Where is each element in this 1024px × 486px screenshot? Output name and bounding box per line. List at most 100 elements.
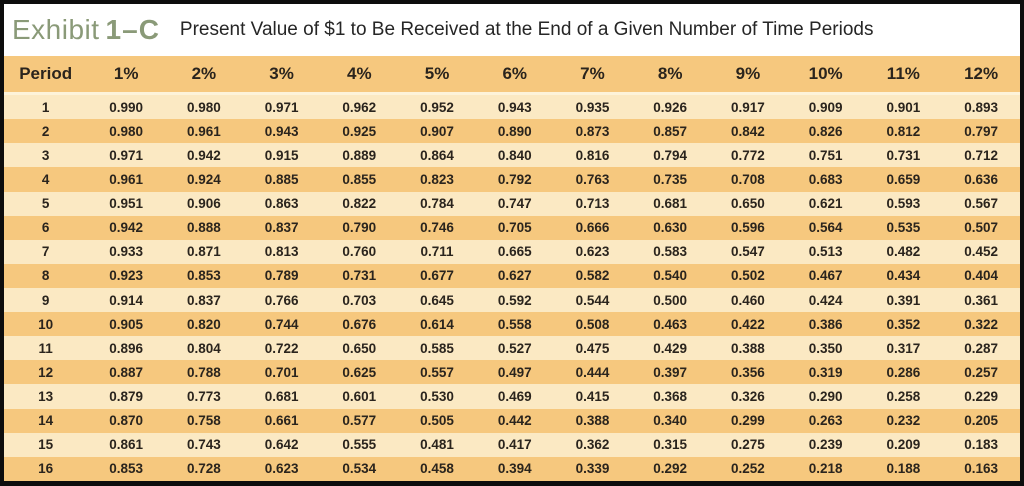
- pv-factor-cell: 0.772: [709, 143, 787, 168]
- table-row-period-6: 6 0.942 0.888 0.837 0.790 0.746 0.705 0.666 0.63…: [4, 215, 1020, 240]
- pv-factor-cell: 0.905: [87, 312, 166, 337]
- pv-factor-cell: 0.481: [398, 432, 476, 457]
- table-row-period-11: 11 0.896 0.804 0.722 0.650 0.585 0.527 0.475 0.4…: [4, 336, 1020, 361]
- table-row-period-13: 13 0.879 0.773 0.681 0.601 0.530 0.469 0.415 0.3…: [4, 384, 1020, 409]
- pv-factor-cell: 0.751: [786, 143, 865, 168]
- pv-factor-cell: 0.386: [786, 312, 865, 337]
- pv-factor-cell: 0.681: [631, 191, 710, 216]
- pv-factor-cell: 0.812: [864, 119, 943, 144]
- pv-factor-cell: 0.350: [786, 336, 865, 361]
- pv-factor-cell: 0.508: [553, 312, 632, 337]
- pv-factor-cell: 0.429: [631, 336, 710, 361]
- pv-factor-cell: 0.887: [87, 360, 166, 385]
- pv-factor-cell: 0.683: [786, 167, 865, 192]
- pv-factor-cell: 0.823: [398, 167, 476, 192]
- pv-factor-cell: 0.773: [165, 384, 243, 409]
- pv-factor-cell: 0.915: [242, 143, 321, 168]
- pv-factor-cell: 0.547: [709, 239, 787, 264]
- pv-factor-cell: 0.340: [631, 408, 710, 433]
- pv-factor-cell: 0.871: [165, 239, 243, 264]
- pv-factor-cell: 0.961: [87, 167, 166, 192]
- column-header-rate-6pct: 6%: [475, 56, 554, 95]
- pv-factor-cell: 0.677: [398, 263, 476, 288]
- pv-factor-cell: 0.209: [864, 432, 943, 457]
- pv-factor-cell: 0.362: [553, 432, 632, 457]
- pv-factor-cell: 0.505: [398, 408, 476, 433]
- pv-factor-cell: 0.422: [709, 312, 787, 337]
- pv-factor-cell: 0.907: [398, 119, 476, 144]
- table-row-period-9: 9 0.914 0.837 0.766 0.703 0.645 0.592 0.544 0.50…: [4, 287, 1020, 313]
- exhibit-word: Exhibit: [12, 14, 100, 45]
- table-row-period-1: 1 0.990 0.980 0.971 0.962 0.952 0.943 0.935 0.92…: [4, 93, 1020, 120]
- column-header-rate-3pct: 3%: [242, 56, 321, 95]
- present-value-table: Period 1% 2% 3% 4% 5% 6% 7% 8% 9% 10% 11% 12% 1 0.990…: [4, 56, 1020, 481]
- table-row-period-12: 12 0.887 0.788 0.701 0.625 0.557 0.497 0.444 0.3…: [4, 360, 1020, 385]
- pv-factor-cell: 0.893: [942, 93, 1020, 120]
- pv-factor-cell: 0.404: [942, 263, 1020, 288]
- pv-factor-cell: 0.933: [87, 239, 166, 264]
- pv-factor-cell: 0.855: [320, 167, 399, 192]
- pv-factor-cell: 0.711: [398, 239, 476, 264]
- pv-factor-cell: 0.943: [475, 93, 554, 120]
- pv-factor-cell: 0.482: [864, 239, 943, 264]
- pv-factor-cell: 0.527: [475, 336, 554, 361]
- period-cell: 7: [4, 239, 88, 264]
- pv-factor-cell: 0.642: [242, 432, 321, 457]
- pv-factor-cell: 0.252: [709, 456, 787, 481]
- pv-factor-cell: 0.286: [864, 360, 943, 385]
- period-cell: 3: [4, 143, 88, 168]
- pv-factor-cell: 0.424: [786, 287, 865, 313]
- period-cell: 4: [4, 167, 88, 192]
- pv-factor-cell: 0.665: [475, 239, 554, 264]
- pv-factor-cell: 0.840: [475, 143, 554, 168]
- pv-factor-cell: 0.890: [475, 119, 554, 144]
- table-row-period-7: 7 0.933 0.871 0.813 0.760 0.711 0.665 0.623 0.58…: [4, 239, 1020, 264]
- pv-factor-cell: 0.452: [942, 239, 1020, 264]
- column-header-rate-12pct: 12%: [942, 56, 1020, 95]
- pv-factor-cell: 0.804: [165, 336, 243, 361]
- table-row-period-10: 10 0.905 0.820 0.744 0.676 0.614 0.558 0.508 0.4…: [4, 312, 1020, 337]
- pv-factor-cell: 0.567: [942, 191, 1020, 216]
- pv-factor-cell: 0.857: [631, 119, 710, 144]
- pv-factor-cell: 0.797: [942, 119, 1020, 144]
- pv-factor-cell: 0.708: [709, 167, 787, 192]
- pv-factor-cell: 0.784: [398, 191, 476, 216]
- pv-factor-cell: 0.625: [320, 360, 399, 385]
- pv-factor-cell: 0.458: [398, 456, 476, 481]
- column-header-rate-7pct: 7%: [553, 56, 632, 95]
- pv-factor-cell: 0.942: [87, 215, 166, 240]
- pv-factor-cell: 0.971: [242, 93, 321, 120]
- pv-factor-cell: 0.596: [709, 215, 787, 240]
- pv-factor-cell: 0.623: [553, 239, 632, 264]
- pv-factor-cell: 0.713: [553, 191, 632, 216]
- pv-factor-cell: 0.676: [320, 312, 399, 337]
- pv-factor-cell: 0.507: [942, 215, 1020, 240]
- pv-factor-cell: 0.299: [709, 408, 787, 433]
- pv-factor-cell: 0.592: [475, 287, 554, 313]
- pv-factor-cell: 0.853: [165, 263, 243, 288]
- period-cell: 9: [4, 287, 88, 313]
- pv-factor-cell: 0.861: [87, 432, 166, 457]
- pv-factor-cell: 0.951: [87, 191, 166, 216]
- table-row-period-4: 4 0.961 0.924 0.885 0.855 0.823 0.792 0.763 0.73…: [4, 167, 1020, 192]
- pv-factor-cell: 0.816: [553, 143, 632, 168]
- period-cell: 12: [4, 360, 88, 385]
- pv-factor-cell: 0.218: [786, 456, 865, 481]
- pv-factor-cell: 0.763: [553, 167, 632, 192]
- exhibit-number: 1–C: [105, 14, 160, 45]
- period-cell: 2: [4, 119, 88, 144]
- pv-factor-cell: 0.961: [165, 119, 243, 144]
- pv-factor-cell: 0.837: [165, 287, 243, 313]
- pv-factor-cell: 0.497: [475, 360, 554, 385]
- pv-factor-cell: 0.544: [553, 287, 632, 313]
- pv-factor-cell: 0.788: [165, 360, 243, 385]
- pv-factor-cell: 0.319: [786, 360, 865, 385]
- pv-factor-cell: 0.444: [553, 360, 632, 385]
- pv-factor-cell: 0.888: [165, 215, 243, 240]
- pv-factor-cell: 0.287: [942, 336, 1020, 361]
- period-cell: 10: [4, 312, 88, 337]
- pv-factor-cell: 0.731: [864, 143, 943, 168]
- pv-factor-cell: 0.577: [320, 408, 399, 433]
- pv-factor-cell: 0.326: [709, 384, 787, 409]
- table-row-period-14: 14 0.870 0.758 0.661 0.577 0.505 0.442 0.388 0.3…: [4, 408, 1020, 433]
